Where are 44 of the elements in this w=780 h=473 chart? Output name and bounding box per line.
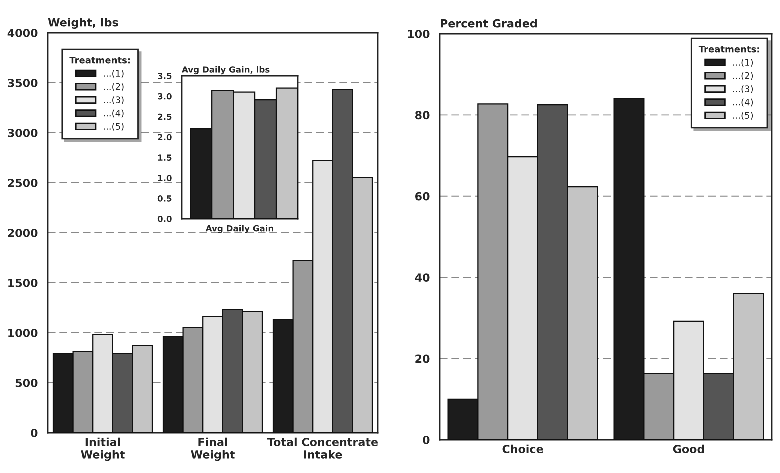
y-tick-label: 100 <box>408 30 430 38</box>
y-tick-label: 0 <box>423 436 430 444</box>
legend-title: Treatments: <box>698 46 760 53</box>
y-tick-label: 3500 <box>8 78 38 88</box>
y-tick-label: 1.0 <box>158 175 172 182</box>
y-tick-label: 0.5 <box>158 196 172 202</box>
x-tick-label: Good <box>673 444 704 454</box>
x-tick-label: Total Concentrate Intake <box>268 438 378 459</box>
y-tick-label: 3.0 <box>158 93 172 100</box>
y-tick-label: 2500 <box>8 178 38 188</box>
legend-label: ...(1) <box>733 58 754 68</box>
y-tick-label: 80 <box>415 111 430 120</box>
x-tick-label: Choice <box>502 444 544 454</box>
y-axis-title: Weight, lbs <box>48 18 118 29</box>
y-tick-label: 500 <box>16 378 38 388</box>
y-tick-label: 0.0 <box>158 216 172 222</box>
legend-label: ...(2) <box>104 83 124 92</box>
x-tick-label: Final Weight <box>191 438 235 462</box>
y-tick-label: 1500 <box>8 278 38 288</box>
y-tick-label: 0 <box>31 428 38 438</box>
y-tick-label: 60 <box>416 192 430 201</box>
y-tick-label: 3.5 <box>158 72 172 80</box>
legend-label: ...(3) <box>104 96 124 105</box>
y-tick-label: 20 <box>416 354 430 364</box>
legend-label: ...(3) <box>733 86 754 94</box>
y-tick-label: 2.0 <box>158 134 172 141</box>
legend-title: Treatments: <box>70 57 130 64</box>
legend-label: ...(1) <box>104 70 124 78</box>
legend-label: ...(4) <box>733 98 754 107</box>
y-tick-label: 3000 <box>8 128 38 138</box>
legend-label: ...(4) <box>104 110 124 118</box>
y-tick-label: 1.5 <box>158 154 172 161</box>
x-tick-label: Initial Weight <box>81 438 125 462</box>
legend-label: ...(5) <box>104 123 124 132</box>
y-axis-title: Avg Daily Gain, lbs <box>182 66 270 75</box>
y-tick-label: 4000 <box>8 28 38 38</box>
y-tick-label: 1000 <box>8 328 38 338</box>
y-axis-title: Percent Graded <box>441 19 537 28</box>
y-tick-label: 40 <box>415 274 430 282</box>
legend-label: ...(2) <box>733 72 754 80</box>
legend-label: ...(5) <box>733 112 754 120</box>
y-tick-label: 2000 <box>8 228 38 238</box>
x-axis-title: Avg Daily Gain <box>206 225 274 234</box>
y-tick-label: 2.5 <box>158 114 172 120</box>
